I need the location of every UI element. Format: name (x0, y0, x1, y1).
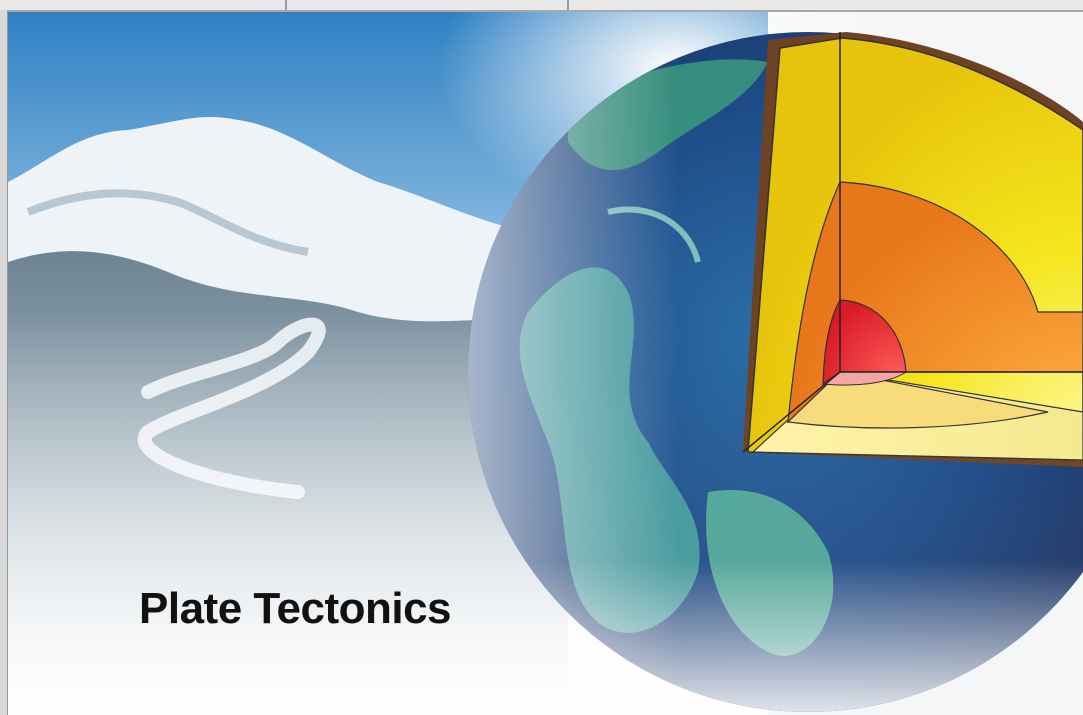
tab-divider (567, 0, 569, 10)
slide-artwork (8, 12, 1083, 715)
slide-title: Plate Tectonics (139, 584, 452, 633)
earth-cutaway (742, 32, 1083, 467)
tab-divider (285, 0, 287, 10)
left-border (0, 10, 8, 715)
top-tab-strip (0, 0, 1083, 12)
